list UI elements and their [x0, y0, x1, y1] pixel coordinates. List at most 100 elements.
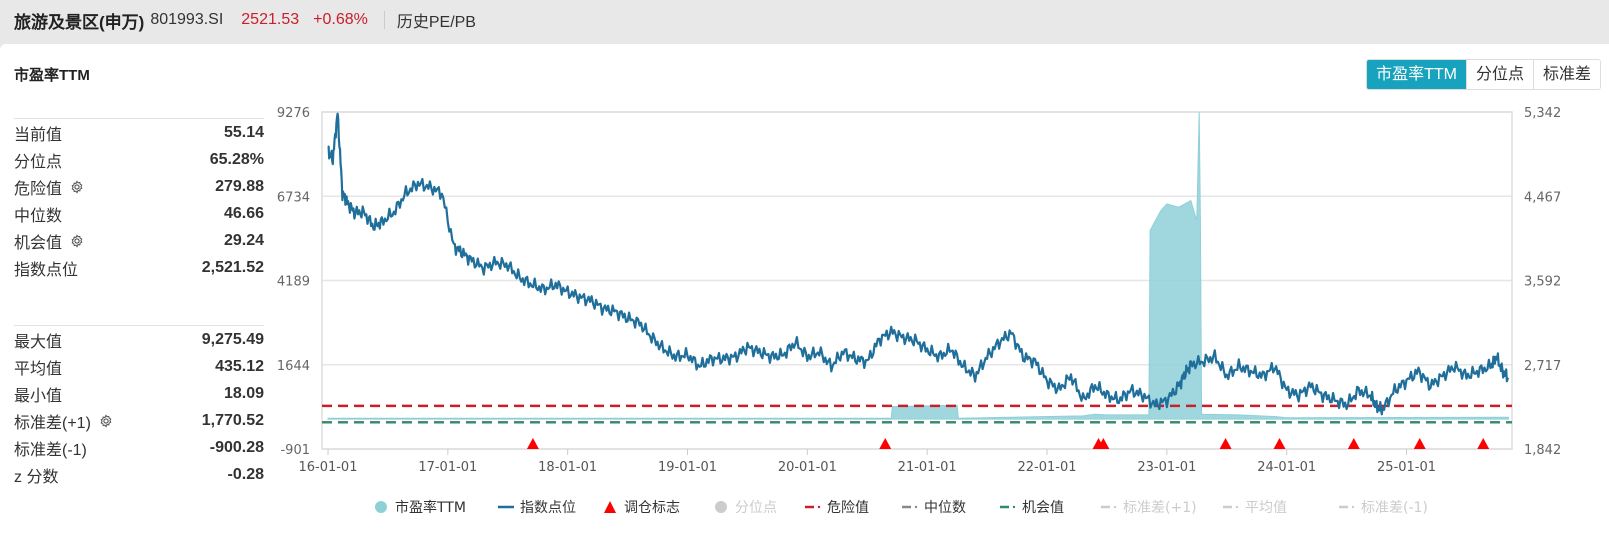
- rebalance-marker-icon[interactable]: [1477, 438, 1490, 449]
- y-left-tick: -901: [280, 443, 310, 458]
- stat-row: 标准差(+1) 1,770.52: [14, 407, 264, 434]
- stat-value: 46.66: [223, 204, 264, 222]
- stat-label-text: 标准差(+1): [14, 414, 91, 432]
- rebalance-marker-icon[interactable]: [1219, 438, 1232, 449]
- top-bar: 旅游及景区(申万) 801993.SI 2521.53 +0.68% 历史PE/…: [0, 0, 1609, 40]
- legend-item[interactable]: 机会值: [1000, 500, 1064, 516]
- stat-label-text: 最大值: [14, 333, 63, 351]
- stat-label: 指数点位: [14, 256, 78, 280]
- y-right-tick: 2,717: [1524, 359, 1561, 374]
- stat-row: 最大值 9,275.49: [14, 326, 264, 353]
- rebalance-marker-icon[interactable]: [526, 438, 539, 449]
- index-code: 801993.SI: [150, 11, 224, 28]
- x-tick-label: 24-01-01: [1257, 460, 1316, 475]
- tab-std-dev[interactable]: 标准差: [1532, 60, 1600, 89]
- legend-dash-dot: [1012, 505, 1016, 509]
- legend-label: 指数点位: [520, 500, 576, 516]
- stat-label: 标准差(-1): [14, 436, 87, 460]
- legend-label: 市盈率TTM: [395, 499, 466, 516]
- index-line: [327, 112, 1510, 416]
- legend-item[interactable]: 市盈率TTM: [375, 499, 466, 516]
- stat-value: 1,770.52: [201, 411, 264, 429]
- y-right-tick: 4,467: [1524, 190, 1561, 205]
- y-right-tick: 1,842: [1524, 443, 1561, 458]
- y-left-tick: 4189: [277, 275, 310, 290]
- x-tick-label: 25-01-01: [1377, 460, 1436, 475]
- stat-row: 机会值 29.24: [14, 227, 264, 254]
- plot-frame: [321, 111, 1513, 450]
- legend-dash-dot: [1351, 505, 1355, 509]
- y-left-tick: 6734: [277, 190, 310, 205]
- stat-value: 9,275.49: [201, 330, 264, 348]
- pe-chart[interactable]: 9276 5,342 6734 4,467 4189 3,592 1644 2,717 -901…: [0, 44, 1609, 543]
- legend-item[interactable]: 平均值: [1223, 500, 1287, 516]
- stats-panel-secondary: 最大值 9,275.49 平均值 435.12 最小值 18.09 标准差(+1) 1,770…: [14, 325, 264, 488]
- stat-label: 最小值: [14, 382, 62, 406]
- rebalance-marker-icon[interactable]: [1347, 438, 1360, 449]
- stat-row: 最小值 18.09: [14, 380, 264, 407]
- stat-label-text: 指数点位: [14, 261, 79, 279]
- stat-row: z 分数 -0.28: [14, 461, 264, 488]
- legend-label: 中位数: [924, 500, 966, 516]
- legend-label: 机会值: [1022, 500, 1064, 516]
- stat-label-text: 标准差(-1): [14, 441, 87, 459]
- stat-label: 最大值: [14, 328, 62, 352]
- stat-value: -900.28: [209, 438, 264, 456]
- legend-label: 平均值: [1245, 500, 1287, 516]
- legend-dot-icon: [375, 501, 387, 513]
- valuation-card: 市盈率TTM 市盈率TTM 分位点 标准差 当前值 55.14 分位点 65.28% 危…: [0, 44, 1609, 543]
- stat-value: 55.14: [223, 123, 264, 141]
- x-tick-label: 20-01-01: [778, 460, 837, 475]
- rebalance-marker-icon[interactable]: [1097, 438, 1110, 449]
- stat-label-text: 当前值: [14, 126, 63, 144]
- stat-label: z 分数: [14, 463, 58, 487]
- x-tick-label: 23-01-01: [1137, 460, 1196, 475]
- rebalance-marker-icon[interactable]: [1413, 438, 1426, 449]
- stat-label-text: 平均值: [14, 360, 63, 378]
- x-tick-label: 18-01-01: [538, 460, 597, 475]
- stat-value: 18.09: [223, 384, 264, 402]
- y-right-tick: 5,342: [1524, 106, 1561, 121]
- y-left-tick: 1644: [277, 359, 310, 374]
- legend-item[interactable]: 标准差(-1): [1339, 500, 1428, 516]
- metric-tabs: 市盈率TTM 分位点 标准差: [1366, 59, 1601, 90]
- stat-label: 当前值: [14, 121, 62, 145]
- gear-icon[interactable]: [70, 233, 84, 248]
- x-tick-label: 22-01-01: [1018, 460, 1077, 475]
- legend-item[interactable]: 中位数: [902, 500, 966, 516]
- legend-label: 分位点: [735, 500, 777, 516]
- tab-pe-ttm[interactable]: 市盈率TTM: [1367, 60, 1466, 89]
- divider: [383, 11, 385, 29]
- stat-label: 中位数: [14, 202, 62, 226]
- history-pe-pb-link[interactable]: 历史PE/PB: [396, 14, 476, 31]
- stat-row: 危险值 279.88: [14, 173, 264, 200]
- legend-item[interactable]: 调仓标志: [604, 500, 680, 516]
- stats-panel-primary: 当前值 55.14 分位点 65.28% 危险值 279.88 中位数 46.66 机会值 29.…: [14, 118, 264, 281]
- rebalance-marker-icon[interactable]: [879, 438, 892, 449]
- legend-dot-icon: [715, 501, 727, 513]
- legend-item[interactable]: 分位点: [715, 500, 777, 516]
- legend-item[interactable]: 危险值: [805, 500, 869, 516]
- stat-value: 435.12: [215, 357, 264, 375]
- stat-row: 中位数 46.66: [14, 200, 264, 227]
- legend-item[interactable]: 标准差(+1): [1101, 500, 1197, 516]
- legend-item[interactable]: 指数点位: [498, 500, 576, 516]
- rebalance-marker-icon[interactable]: [1273, 438, 1286, 449]
- x-tick-label: 17-01-01: [418, 460, 477, 475]
- gear-icon[interactable]: [70, 179, 84, 194]
- tab-percentile[interactable]: 分位点: [1465, 60, 1533, 89]
- legend-dash-dot: [1235, 505, 1239, 509]
- index-change: +0.68%: [313, 11, 368, 28]
- stat-value: 279.88: [215, 177, 264, 195]
- stat-row: 指数点位 2,521.52: [14, 254, 264, 281]
- stat-row: 当前值 55.14: [14, 119, 264, 146]
- legend-triangle-icon: [604, 501, 616, 513]
- legend-label: 标准差(+1): [1123, 500, 1197, 516]
- legend-dash-dot: [914, 505, 918, 509]
- index-price: 2521.53: [241, 11, 300, 28]
- stat-label-text: 危险值: [14, 180, 63, 198]
- stat-label-text: 最小值: [14, 387, 63, 405]
- gear-icon[interactable]: [99, 413, 113, 428]
- stat-label: 标准差(+1): [14, 409, 113, 433]
- stat-row: 平均值 435.12: [14, 353, 264, 380]
